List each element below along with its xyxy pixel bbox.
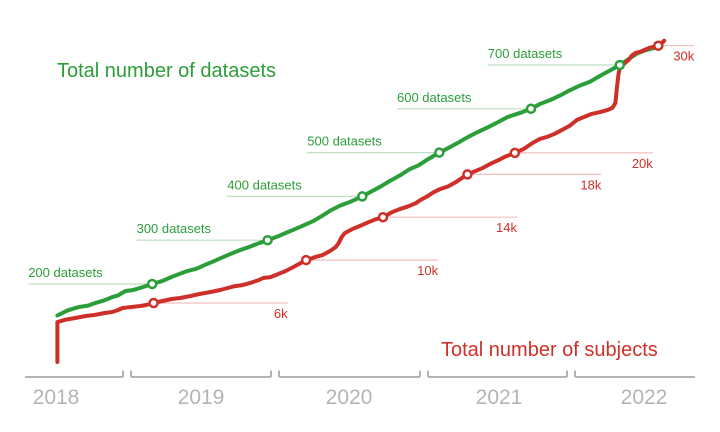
subjects-milestone-marker xyxy=(462,169,473,180)
datasets-milestone-marker xyxy=(262,234,273,246)
datasets-milestone-marker xyxy=(146,278,158,290)
subjects-milestone-label: 20k xyxy=(632,156,653,171)
milestone-connectors-layer xyxy=(28,45,695,304)
milestone-labels-layer: 200 datasets 300 datasets 400 datasets 500 … xyxy=(28,46,695,321)
datasets-milestone-label: 700 datasets xyxy=(488,46,563,61)
datasets-line xyxy=(55,45,661,318)
subjects-series-title: Total number of subjects xyxy=(441,339,658,361)
subjects-milestone-label: 10k xyxy=(417,263,438,278)
milestone-markers-layer xyxy=(146,40,664,309)
subjects-milestone-label: 30k xyxy=(673,49,694,64)
datasets-milestone-label: 400 datasets xyxy=(227,177,302,192)
x-axis-year-label: 2020 xyxy=(326,386,373,409)
subjects-milestone-label: 14k xyxy=(496,220,517,235)
x-axis-layer: 2018 2019 2020 2021 2022 xyxy=(25,370,695,409)
datasets-milestone-marker xyxy=(525,103,537,115)
subjects-line xyxy=(55,38,667,364)
datasets-milestone-label: 600 datasets xyxy=(397,90,472,105)
datasets-milestone-marker xyxy=(434,147,445,158)
subjects-milestone-label: 18k xyxy=(580,177,601,192)
x-axis-year-label: 2018 xyxy=(33,386,80,409)
datasets-milestone-marker xyxy=(357,191,368,202)
subjects-milestone-marker xyxy=(300,254,312,266)
x-axis-year-label: 2019 xyxy=(178,386,225,409)
subjects-milestone-marker xyxy=(148,297,159,309)
datasets-milestone-marker xyxy=(614,59,626,71)
datasets-milestone-label: 200 datasets xyxy=(28,265,103,280)
subjects-milestone-label: 6k xyxy=(274,306,288,321)
x-axis-year-label: 2022 xyxy=(621,386,668,409)
subjects-milestone-marker xyxy=(653,40,664,51)
datasets-milestone-label: 300 datasets xyxy=(137,221,212,236)
subjects-milestone-marker xyxy=(509,147,521,159)
datasets-milestone-label: 500 datasets xyxy=(307,134,382,149)
x-axis-year-label: 2021 xyxy=(476,386,523,409)
datasets-series-title: Total number of datasets xyxy=(57,60,276,82)
subjects-milestone-marker xyxy=(377,211,389,223)
